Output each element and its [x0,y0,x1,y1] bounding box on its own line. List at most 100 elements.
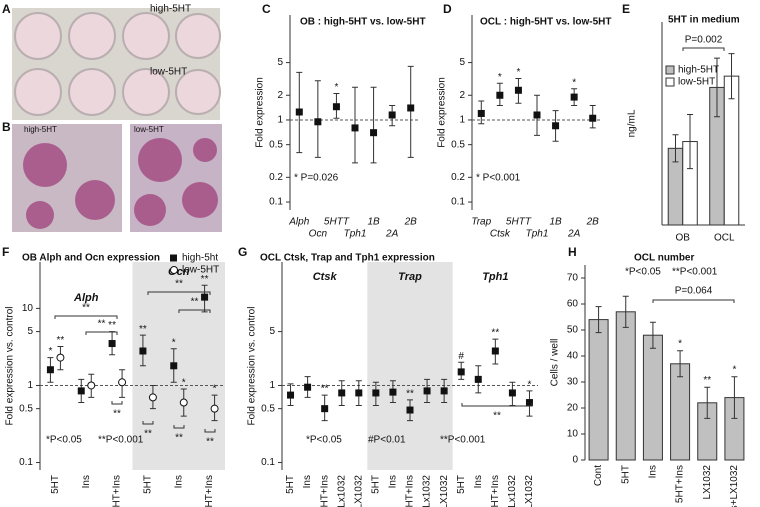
x-tick-label: Ins [648,465,659,478]
x-tick-label: Trap [471,217,491,228]
photo-label: low-5HT [134,125,164,134]
error-bar [672,134,679,163]
x-tick-label: 2A [567,229,581,240]
y-tick-label: 0.1 [451,197,465,208]
x-tick-label: 2B [404,217,418,228]
data-point [525,399,533,407]
legend-label: high-5HT [678,65,719,76]
data-point [179,398,188,407]
x-tick-label: 5HTT [324,217,350,228]
y-tick-label: 50 [567,325,579,336]
panel-label: A [2,2,11,16]
x-tick-label: 5HT+Ins [319,475,330,507]
legend-label: high-5ht [182,253,218,264]
group-label: Ctsk [313,271,338,283]
bracket-label: ** [191,297,199,308]
chart-title: OCL number [634,253,694,264]
group-shade [132,262,225,470]
y-tick-label: 1 [27,380,33,391]
error-bar [595,306,602,334]
bracket-label: ** [98,319,106,330]
error-bar [407,65,414,158]
y-tick-label: 2 [459,90,465,101]
bar [588,319,609,461]
x-tick-label: LX1032 [702,465,713,500]
annotation: **P<0.001 [672,267,718,278]
data-point [570,93,578,101]
significance-label: * [182,378,186,389]
y-axis-label: Fold expression vs. control [5,307,16,426]
significance-label: ** [108,320,116,331]
group-label: Alph [73,292,99,304]
y-tick-label: 2 [277,90,283,101]
data-point [477,109,485,117]
significance-label: ** [406,389,414,400]
significance-label: ** [57,335,65,346]
x-tick-label: 5HT [285,475,296,494]
data-point [372,389,380,397]
x-tick-label: Lx1032 [336,475,347,507]
data-point [77,387,85,395]
data-point [355,389,363,397]
panel-label: H [568,245,577,259]
data-point [108,340,116,348]
x-tick-label: Alph [288,217,309,228]
bracket [142,421,154,425]
legend-swatch [665,77,675,87]
y-tick-label: 0.1 [261,457,275,468]
photo-b: high-5HT low-5HT [12,124,222,232]
x-tick-label: Ins [302,475,313,488]
data-point [589,114,597,122]
significance-label: ** [321,384,329,395]
bracket [54,315,118,319]
bracket-label: ** [175,433,183,444]
bar [615,311,636,461]
x-tick-label: Ins+LX1032 [439,475,450,507]
x-tick-label: OCL [714,233,735,244]
data-point [118,378,127,387]
data-point [332,103,340,111]
y-tick-label: 5 [27,326,33,337]
y-tick-label: 0.2 [451,172,465,183]
data-point [338,389,346,397]
annotation: **P<0.001 [440,435,486,446]
annotation: *P<0.05 [46,435,82,446]
x-tick-label: Ocn [309,229,328,240]
x-tick-label: Tph1 [526,229,549,240]
x-tick-label: Lx1032 [422,475,433,507]
x-tick-label: 5HTT [506,217,532,228]
data-point [351,124,359,132]
legend-swatch [170,254,177,262]
data-point [370,129,378,137]
y-tick-label: 0.5 [269,139,283,150]
x-tick-label: 5HT+Ins [112,475,123,507]
annotation: *P<0.05 [306,435,342,446]
y-tick-label: 40 [567,351,579,362]
annotation: * P=0.026 [294,173,339,184]
y-tick-label: 5 [459,57,465,68]
data-point [210,404,219,413]
error-bar [704,386,711,419]
x-tick-label: 5HT [50,475,61,494]
panel-label: E [622,2,630,16]
annotation: **P<0.001 [98,435,144,446]
significance-label: * [528,380,532,391]
photo-label: high-5HT [150,4,191,15]
error-bar [622,295,629,328]
y-tick-label: 10 [22,303,34,314]
bracket [461,403,533,407]
y-tick-label: 0.2 [269,172,283,183]
significance-label: ** [139,324,147,335]
x-tick-label: Ins [173,475,184,488]
y-tick-label: 1 [269,380,275,391]
significance-label: * [213,384,217,395]
data-point [389,388,397,396]
y-tick-label: 70 [567,273,579,284]
panel-label: F [2,245,9,259]
group-label: Trap [398,271,422,283]
chart-title: OB Alph and Ocn expression [22,253,160,264]
group-shade [367,262,453,470]
x-tick-label: 5HT+Ins [490,475,501,507]
x-tick-label: Ins+LX1032 [353,475,364,507]
x-tick-label: Ctsk [490,229,511,240]
